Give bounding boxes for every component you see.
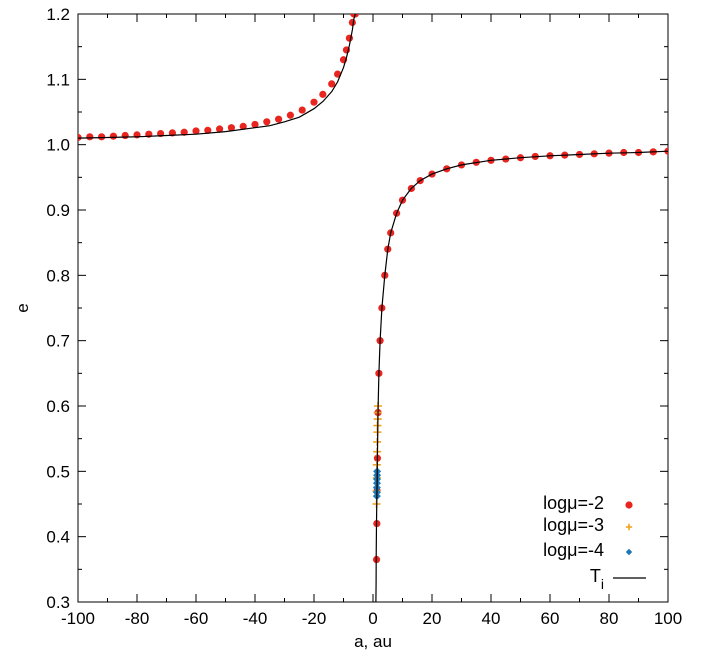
x-tick-label: -100 [61, 609, 95, 628]
data-point [192, 127, 200, 135]
data-point [298, 106, 306, 114]
x-tick-label: -20 [302, 609, 327, 628]
data-point [239, 122, 247, 130]
data-point [227, 124, 235, 132]
data-point [275, 115, 283, 123]
plot-frame [77, 13, 669, 603]
legend-swatch [625, 501, 633, 509]
x-tick-label: 40 [482, 609, 501, 628]
series-line-segment [375, 150, 668, 602]
y-axis-label: e [13, 303, 32, 312]
y-tick-label: 1.1 [46, 70, 70, 89]
legend-swatch [625, 548, 633, 556]
data-point [251, 120, 259, 129]
x-tick-label: -60 [184, 609, 209, 628]
x-tick-label: 60 [541, 609, 560, 628]
x-tick-label: 0 [368, 609, 377, 628]
x-tick-label: 100 [654, 609, 682, 628]
y-tick-label: 0.6 [46, 397, 70, 416]
data-point [348, 18, 356, 27]
legend-label: Ti [590, 566, 604, 592]
data-point [345, 34, 353, 42]
data-point [328, 80, 336, 88]
y-tick-label: 0.5 [46, 462, 70, 481]
data-point [334, 70, 342, 78]
x-tick-label: -80 [125, 609, 150, 628]
data-point [204, 126, 212, 134]
y-tick-label: 1.2 [46, 5, 70, 24]
data-point [310, 98, 318, 106]
data-point [319, 90, 327, 98]
y-tick-label: 0.3 [46, 593, 70, 612]
data-point [98, 133, 106, 141]
legend-label: logμ=-3 [543, 515, 604, 535]
legend-label: logμ=-2 [543, 493, 604, 513]
y-tick-label: 0.8 [46, 266, 70, 285]
x-tick-label: 80 [600, 609, 619, 628]
data-point [121, 131, 129, 140]
x-tick-label: 20 [423, 609, 442, 628]
data-point [86, 133, 94, 141]
x-tick-label: -40 [243, 609, 268, 628]
data-point [263, 118, 271, 126]
series-line-segment [78, 14, 357, 139]
series-0 [78, 14, 668, 564]
data-point [109, 132, 117, 140]
legend-swatch [625, 523, 633, 531]
x-axis-label: a, au [354, 632, 392, 651]
y-tick-label: 0.7 [46, 332, 70, 351]
legend-label-subscript: i [601, 576, 604, 592]
data-point [216, 125, 224, 133]
y-tick-label: 0.9 [46, 201, 70, 220]
data-point [286, 111, 294, 119]
y-tick-label: 0.4 [46, 528, 70, 547]
legend-label: logμ=-4 [543, 540, 604, 560]
y-tick-label: 1.0 [46, 136, 70, 155]
